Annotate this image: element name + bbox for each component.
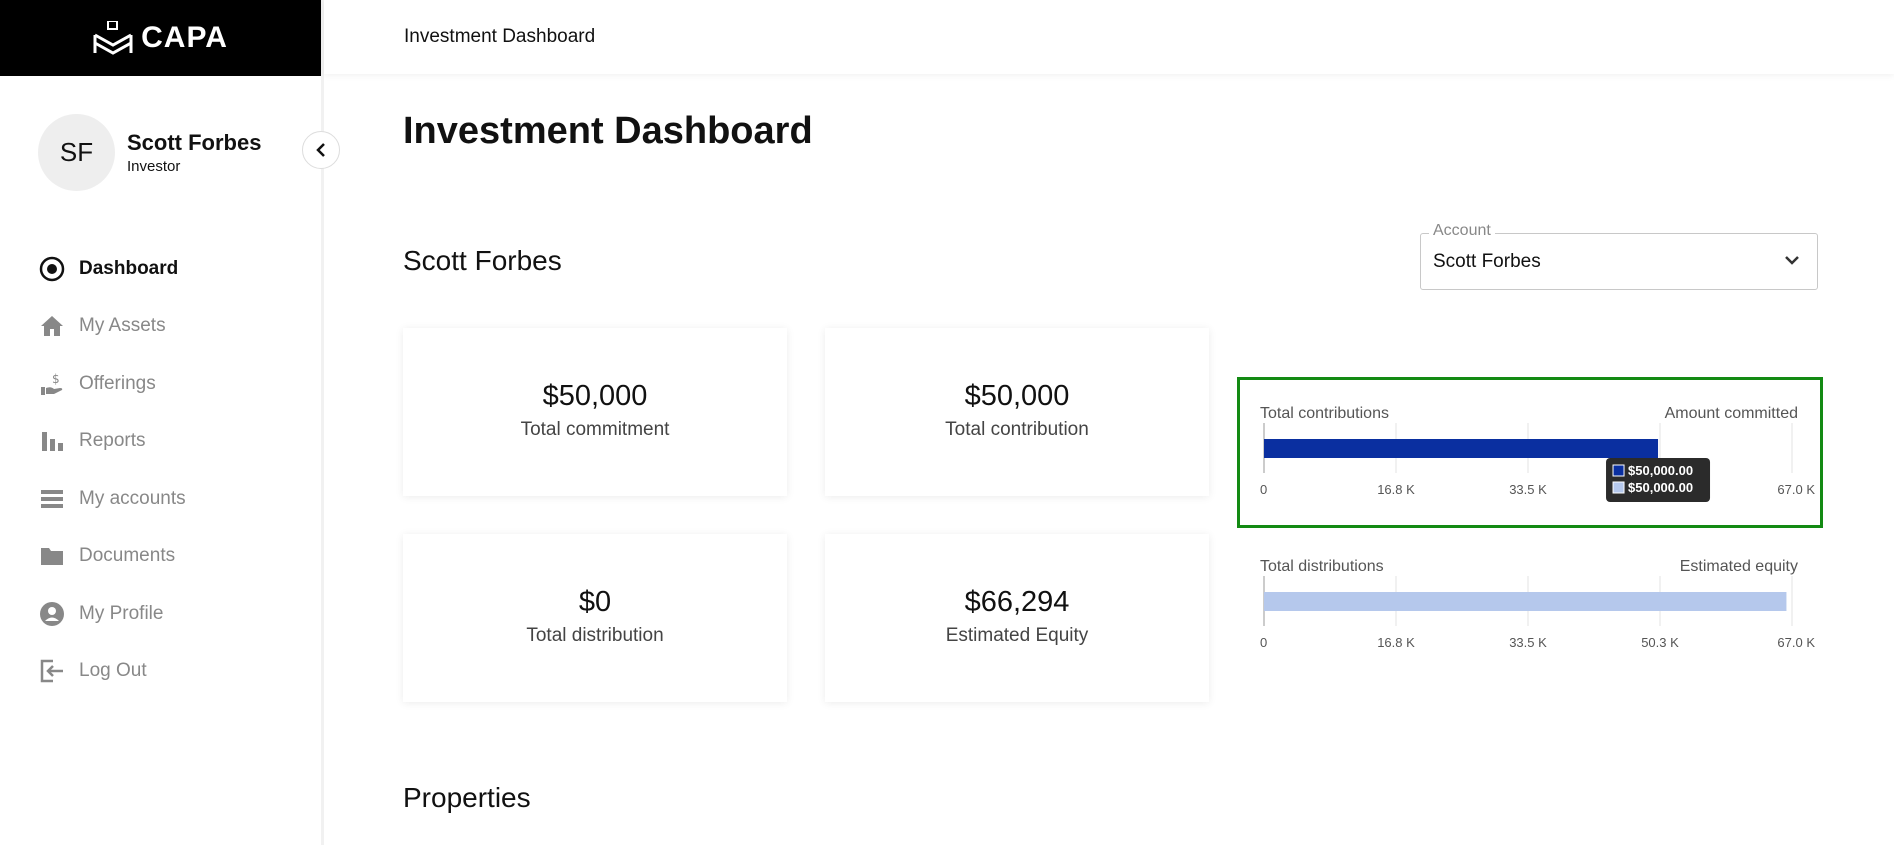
sidebar-item-documents[interactable]: Documents	[38, 528, 186, 586]
folder-icon	[38, 542, 66, 570]
user-circle-icon	[38, 600, 66, 628]
page-title: Investment Dashboard	[403, 110, 813, 152]
stat-card-total-distribution: $0 Total distribution	[403, 534, 787, 702]
properties-heading: Properties	[403, 782, 531, 813]
stat-label: Total contribution	[945, 419, 1089, 440]
tick-label: 67.0 K	[1777, 482, 1815, 497]
sidebar-nav: Dashboard My Assets $ Offerings Reports …	[38, 240, 186, 700]
logo-bar[interactable]: CAPA	[0, 0, 321, 76]
chevron-left-icon	[316, 143, 325, 157]
stat-label: Estimated Equity	[945, 625, 1089, 646]
user-role: Investor	[127, 158, 181, 175]
stat-value: $66,294	[964, 586, 1070, 618]
tooltip-value: $50,000.00	[1628, 463, 1693, 478]
topbar: Investment Dashboard	[324, 0, 1894, 74]
tooltip-swatch	[1612, 481, 1625, 494]
capa-logo-icon	[93, 21, 133, 55]
sidebar-item-reports[interactable]: Reports	[38, 413, 186, 471]
sidebar-item-label: Documents	[79, 545, 176, 567]
chart-tooltip: $50,000.00 $50,000.00	[1606, 458, 1711, 502]
chart-right-label: Estimated equity	[1680, 558, 1798, 575]
sidebar-item-my-accounts[interactable]: My accounts	[38, 470, 186, 528]
home-icon	[38, 312, 66, 340]
target-icon	[38, 255, 66, 283]
tick-label: 16.8 K	[1377, 482, 1415, 497]
sidebar-item-my-assets[interactable]: My Assets	[38, 298, 186, 356]
stat-card-total-commitment: $50,000 Total commitment	[403, 328, 787, 496]
bar-chart-icon	[38, 427, 66, 455]
distributions-chart[interactable]: Total distributions Estimated equity 0 16.8…	[1240, 533, 1820, 678]
sidebar-item-my-profile[interactable]: My Profile	[38, 585, 186, 643]
sidebar-item-label: My accounts	[79, 487, 186, 509]
tick-label: 16.8 K	[1377, 635, 1415, 650]
tick-label: 33.5 K	[1509, 635, 1547, 650]
tick-label: 33.5 K	[1509, 482, 1547, 497]
sidebar-item-label: Log Out	[79, 660, 147, 682]
sidebar-item-log-out[interactable]: Log Out	[38, 643, 186, 701]
stat-value: $50,000	[964, 380, 1070, 412]
chart-left-label: Total distributions	[1260, 558, 1384, 575]
contributions-chart[interactable]: Total contributions Amount committed 0 16.8…	[1237, 377, 1823, 528]
tick-label: 67.0 K	[1777, 635, 1815, 650]
sidebar-item-label: My Assets	[79, 315, 166, 337]
chevron-down-icon	[1781, 249, 1803, 276]
tick-label: 50.3 K	[1641, 635, 1679, 650]
hand-dollar-icon: $	[38, 370, 66, 398]
stat-card-total-contribution: $50,000 Total contribution	[825, 328, 1209, 496]
sidebar: CAPA SF Scott Forbes Investor Dashboard …	[0, 0, 324, 845]
sidebar-item-offerings[interactable]: $ Offerings	[38, 355, 186, 413]
investor-name: Scott Forbes	[403, 245, 562, 276]
breadcrumb: Investment Dashboard	[404, 26, 596, 47]
chart-right-label: Amount committed	[1665, 405, 1798, 422]
tick-label: 0	[1260, 482, 1267, 497]
stat-value: $50,000	[542, 380, 648, 412]
chart-svg: Total contributions Amount committed 0 16.8…	[1260, 405, 1815, 502]
sidebar-item-dashboard[interactable]: Dashboard	[38, 240, 186, 298]
brand-name: CAPA	[141, 21, 228, 54]
sidebar-item-label: Reports	[79, 430, 146, 452]
account-select-label: Account	[1429, 222, 1495, 240]
user-profile: SF Scott Forbes Investor	[38, 114, 261, 191]
sidebar-item-label: Dashboard	[79, 257, 179, 279]
avatar: SF	[38, 114, 115, 191]
tick-label: 0	[1260, 635, 1267, 650]
stat-value: $0	[578, 586, 612, 618]
sidebar-item-label: Offerings	[79, 372, 156, 394]
svg-text:$: $	[52, 372, 60, 386]
bar-estimated-equity	[1264, 592, 1787, 611]
sidebar-item-label: My Profile	[79, 602, 164, 624]
chart-left-label: Total contributions	[1260, 405, 1389, 422]
stat-label: Total distribution	[526, 625, 664, 646]
tooltip-background	[1606, 458, 1711, 502]
logout-icon	[38, 657, 66, 685]
account-select[interactable]: Account Scott Forbes	[1420, 222, 1818, 290]
chart-svg: Total distributions Estimated equity 0 16.8…	[1260, 558, 1815, 650]
bar-total-contributions	[1264, 439, 1659, 458]
collapse-sidebar-button[interactable]	[302, 131, 340, 169]
stat-card-estimated-equity: $66,294 Estimated Equity	[825, 534, 1209, 702]
account-select-value: Scott Forbes	[1433, 251, 1541, 272]
stat-label: Total commitment	[520, 419, 670, 440]
user-name: Scott Forbes	[127, 130, 262, 155]
list-icon	[38, 485, 66, 513]
tooltip-value: $50,000.00	[1628, 480, 1693, 495]
tooltip-swatch	[1612, 464, 1625, 477]
